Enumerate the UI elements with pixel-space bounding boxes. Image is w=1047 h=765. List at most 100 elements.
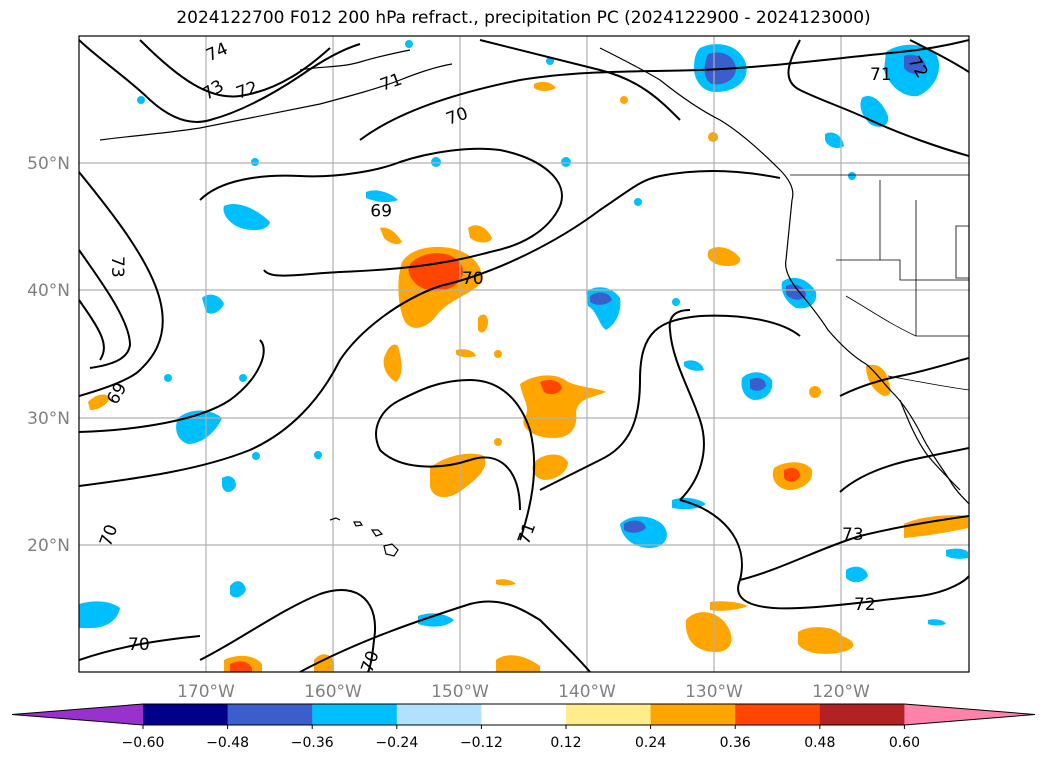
colorbar-segment [143,704,229,725]
precip-negative-spot [252,452,260,460]
colorbar-segment [312,704,398,725]
precip-negative-spot [634,198,642,206]
lon-label-150w: 150°W [431,682,489,702]
precip-negative-patch [825,132,844,148]
contour-label: 70 [357,648,383,675]
lon-label-140w: 140°W [558,682,616,702]
precip-positive-patch [904,515,968,538]
precip-negative-spot [314,451,322,459]
colorbar-tick-label: 0.24 [635,735,666,751]
colorbar-tick-label: −0.48 [206,735,249,751]
colorbar-tick-label: 0.12 [550,735,581,751]
precip-negative-patch [928,619,946,626]
colorbar-extend-high [904,704,1035,725]
precip-positive-spot [494,350,502,358]
lat-label-50n: 50°N [27,154,70,174]
precip-negative-patch [846,566,868,583]
map-frame [78,35,970,673]
contour-label: 73 [107,256,127,278]
longitude-labels: 170°W 160°W 150°W 140°W 130°W 120°W [177,682,870,702]
precip-negative-patch [684,360,704,371]
precip-positive-spot [809,386,821,398]
colorbar-tick-label: −0.24 [375,735,418,751]
precip-strong-negative-patch [904,54,926,74]
lat-label-40n: 40°N [27,281,70,301]
precip-strong-negative-patch [624,520,646,533]
colorbar-segment [566,704,652,725]
precip-strong-negative-patch [590,292,612,305]
colorbar-segment [735,704,821,725]
precip-positive-patch [468,225,492,243]
precip-negative-patch [202,294,224,314]
lon-label-130w: 130°W [685,682,743,702]
precip-positive-patch [798,627,854,654]
precip-positive-patch [496,579,516,586]
colorbar-segment [396,704,482,725]
lat-label-30n: 30°N [27,409,70,429]
lon-label-170w: 170°W [177,682,235,702]
precip-negative-spot [137,96,145,104]
colorbar-segment [227,704,313,725]
precip-strong-positive-patch [230,661,252,672]
colorbar-segment [819,704,905,725]
map-title: 2024122700 F012 200 hPa refract., precip… [176,8,871,28]
precip-negative-patch [222,476,236,492]
lon-label-160w: 160°W [304,682,362,702]
precip-negative-spot [561,157,571,167]
contour-label: 70 [128,635,150,655]
precip-negative-spot [672,298,680,306]
precip-positive-patch [88,394,110,410]
precip-positive-spot [494,438,502,446]
precip-positive-patch [710,601,748,611]
precip-positive-patch [520,375,606,438]
precip-negative-spot [239,374,247,382]
precip-positive-patch [534,81,556,91]
precip-fill-layer [79,40,968,672]
gridlines [79,36,969,672]
precip-positive-patch [383,344,402,382]
lon-label-120w: 120°W [812,682,870,702]
colorbar-tick-label: 0.60 [889,735,920,751]
hawaii-islands [329,517,399,557]
precip-strong-positive-patch [784,468,800,482]
refractivity-contours [79,39,969,672]
colorbar-segment [650,704,736,725]
precip-strong-positive-patch [540,380,562,395]
contour-label: 73 [842,525,864,545]
precip-negative-spot [251,158,259,166]
precip-negative-patch [366,190,398,203]
precip-negative-spot [405,40,413,48]
precip-positive-patch [430,453,486,498]
precip-negative-patch [79,601,120,628]
precip-negative-patch [946,548,968,559]
lat-label-20n: 20°N [27,536,70,556]
precip-strong-positive-patch [408,253,464,292]
precip-positive-patch [532,454,568,480]
colorbar-tick-label: −0.60 [122,735,165,751]
precip-positive-patch [685,612,732,652]
precip-negative-patch [418,613,454,627]
contour-label: 69 [370,199,392,219]
precip-positive-patch [380,227,402,245]
precip-positive-patch [496,655,540,672]
precip-positive-spot [620,96,628,104]
precip-positive-spot [708,132,718,142]
country-borders [790,174,969,391]
precip-positive-patch [707,247,741,266]
precip-positive-patch [314,654,334,672]
precip-negative-spot [848,172,856,180]
colorbar-extend-low [12,704,143,725]
colorbar-segment [481,704,567,725]
precip-negative-patch [176,410,222,444]
precip-negative-patch [230,581,246,598]
precip-strong-negative-patch [750,378,766,391]
colorbar [11,703,1036,726]
precip-strong-negative-patch [786,284,806,300]
precip-positive-patch [456,349,476,358]
colorbar-ticks: −0.60 −0.48 −0.36 −0.24 −0.12 0.12 0.24 0.36 0.4… [122,725,920,751]
precip-positive-patch [478,314,488,333]
contour-label: 70 [462,269,484,289]
precip-negative-patch [223,203,270,231]
colorbar-tick-label: −0.36 [291,735,334,751]
